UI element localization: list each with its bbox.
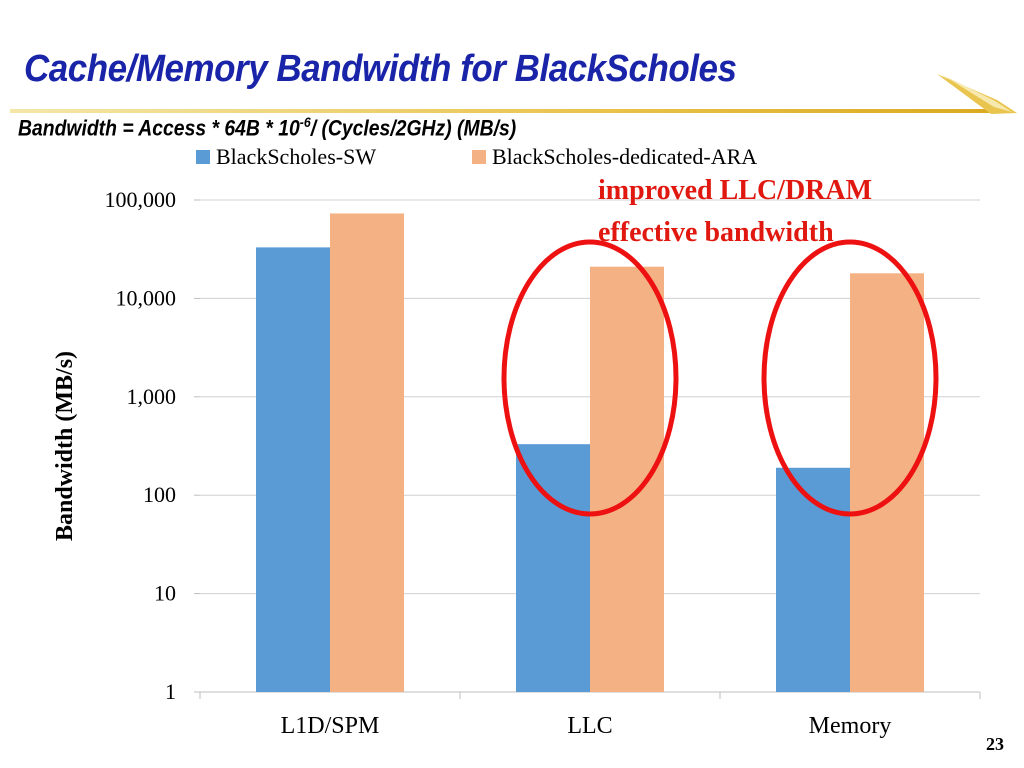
chart-legend: BlackScholes-SW BlackScholes-dedicated-A… — [0, 144, 1024, 172]
formula-main: Bandwidth = Access * 64B * 10 — [18, 115, 300, 141]
legend-label-sw: BlackScholes-SW — [216, 144, 377, 169]
y-tick-label: 10 — [154, 581, 176, 606]
title-underline — [10, 109, 1010, 113]
bar-sw-l1d-spm — [256, 247, 330, 692]
y-tick-label: 10,000 — [116, 285, 177, 310]
y-tick-label: 100 — [143, 482, 176, 507]
swoosh-decoration — [937, 74, 1017, 114]
x-tick-label: LLC — [567, 713, 612, 739]
annotation-line-2: effective bandwidth — [598, 217, 834, 248]
bar-ara-llc — [590, 266, 664, 692]
improvement-annotation: improved LLC/DRAM effective bandwidth — [598, 170, 872, 254]
bar-sw-llc — [516, 444, 590, 692]
x-tick-label: L1D/SPM — [281, 713, 380, 739]
legend-swatch-sw — [196, 150, 210, 164]
y-axis-label: Bandwidth (MB/s) — [52, 351, 78, 541]
legend-item-ara: BlackScholes-dedicated-ARA — [472, 144, 757, 170]
y-tick-label: 100,000 — [105, 187, 177, 212]
legend-label-ara: BlackScholes-dedicated-ARA — [492, 144, 758, 169]
bandwidth-formula: Bandwidth = Access * 64B * 10-6/ (Cycles… — [18, 114, 516, 141]
legend-swatch-ara — [472, 150, 486, 164]
x-tick-label: Memory — [809, 713, 892, 739]
page-number: 23 — [986, 734, 1004, 754]
legend-item-sw: BlackScholes-SW — [196, 144, 376, 170]
y-tick-label: 1 — [165, 679, 176, 704]
bar-ara-memory — [850, 273, 924, 692]
annotation-line-1: improved LLC/DRAM — [598, 175, 873, 206]
bar-sw-memory — [776, 467, 850, 692]
formula-tail: / (Cycles/2GHz) (MB/s) — [310, 115, 517, 141]
formula-exponent: -6 — [299, 114, 311, 130]
slide-title: Cache/Memory Bandwidth for BlackScholes — [24, 48, 737, 90]
bar-ara-l1d-spm — [330, 213, 404, 692]
highlight-ellipse-llc — [501, 239, 679, 517]
y-tick-label: 1,000 — [127, 384, 177, 409]
highlight-ellipse-memory — [761, 239, 939, 517]
